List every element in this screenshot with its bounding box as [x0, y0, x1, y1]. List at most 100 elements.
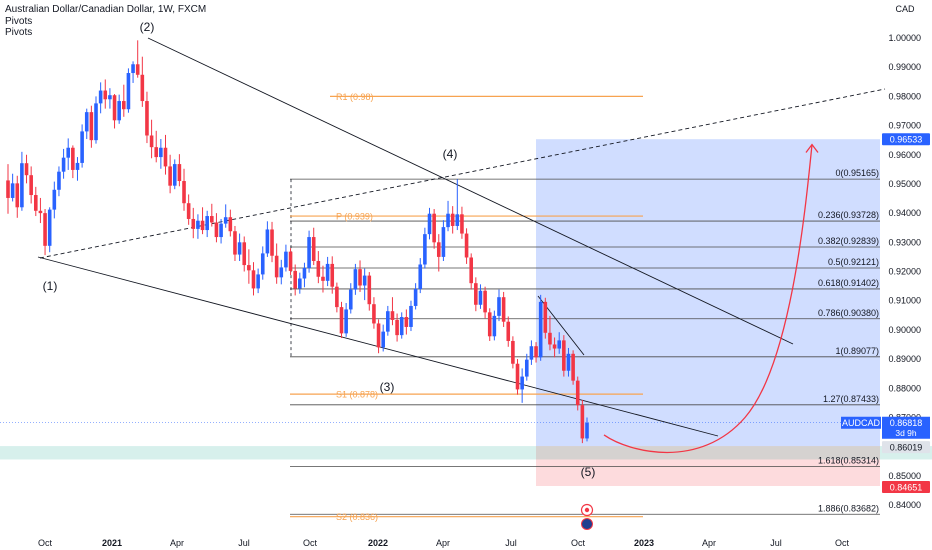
candle-body[interactable] [288, 251, 293, 271]
candle-body[interactable] [348, 289, 353, 310]
candle-body[interactable] [307, 237, 311, 268]
candle-body[interactable] [321, 276, 325, 281]
candle-body[interactable] [450, 213, 455, 226]
candle-body[interactable] [432, 213, 436, 243]
candle-body[interactable] [20, 163, 24, 208]
candle-body[interactable] [103, 90, 108, 100]
candle-body[interactable] [311, 237, 316, 261]
candle-body[interactable] [478, 290, 483, 305]
candle-body[interactable] [566, 353, 571, 371]
candle-body[interactable] [446, 213, 450, 228]
candle-body[interactable] [126, 73, 131, 110]
candle-body[interactable] [529, 346, 534, 360]
candle-body[interactable] [557, 340, 562, 349]
candle-body[interactable] [548, 332, 552, 345]
candle-body[interactable] [233, 231, 237, 255]
candle-body[interactable] [353, 269, 358, 290]
candle-body[interactable] [464, 233, 469, 258]
upper-trendline[interactable] [147, 37, 794, 345]
candle-body[interactable] [71, 147, 75, 170]
candle-body[interactable] [186, 203, 191, 219]
candle-body[interactable] [455, 214, 460, 226]
candle-body[interactable] [497, 297, 501, 316]
candle-body[interactable] [117, 101, 121, 121]
target-zone[interactable] [536, 139, 880, 447]
candle-body[interactable] [571, 353, 575, 381]
candle-body[interactable] [256, 274, 260, 289]
candle-body[interactable] [580, 405, 585, 439]
candle-body[interactable] [29, 175, 33, 196]
candle-body[interactable] [159, 147, 163, 158]
candle-body[interactable] [219, 223, 223, 238]
candle-body[interactable] [214, 222, 219, 238]
candle-body[interactable] [251, 270, 256, 289]
candle-body[interactable] [6, 180, 10, 198]
candle-body[interactable] [404, 317, 409, 327]
candle-body[interactable] [122, 101, 126, 110]
candle-body[interactable] [362, 275, 367, 286]
candle-body[interactable] [163, 147, 168, 167]
candle-body[interactable] [386, 311, 390, 332]
stop-zone[interactable] [536, 446, 880, 486]
candle-body[interactable] [177, 164, 182, 182]
candle-body[interactable] [418, 264, 423, 290]
candle-body[interactable] [381, 331, 385, 348]
candle-body[interactable] [52, 189, 57, 210]
candle-body[interactable] [15, 183, 20, 208]
candle-body[interactable] [293, 270, 297, 289]
candle-body[interactable] [279, 267, 284, 278]
candle-body[interactable] [441, 227, 446, 257]
candle-body[interactable] [469, 257, 473, 284]
candle-body[interactable] [358, 269, 362, 286]
indicator-pivots-2[interactable]: Pivots [5, 27, 33, 38]
candle-body[interactable] [24, 163, 29, 176]
candle-body[interactable] [57, 171, 61, 190]
candle-body[interactable] [265, 229, 270, 254]
candle-body[interactable] [409, 305, 413, 327]
candle-body[interactable] [339, 307, 344, 334]
candle-body[interactable] [575, 380, 580, 406]
candle-body[interactable] [552, 344, 557, 349]
candle-body[interactable] [562, 340, 566, 371]
dashed-channel-line[interactable] [39, 88, 886, 259]
candle-body[interactable] [399, 317, 404, 336]
candle-body[interactable] [196, 220, 200, 229]
candle-body[interactable] [284, 251, 288, 268]
candle-body[interactable] [302, 267, 307, 279]
candle-body[interactable] [395, 319, 399, 336]
symbol-title[interactable]: Australian Dollar/Canadian Dollar, 1W, F… [5, 4, 207, 15]
candle-body[interactable] [149, 135, 154, 148]
candle-body[interactable] [38, 210, 43, 214]
candle-body[interactable] [84, 112, 89, 132]
candle-body[interactable] [10, 183, 15, 198]
candle-body[interactable] [228, 217, 233, 232]
candle-body[interactable] [316, 260, 321, 277]
candle-body[interactable] [260, 253, 265, 275]
candle-body[interactable] [242, 242, 247, 266]
candle-body[interactable] [223, 217, 228, 224]
candle-body[interactable] [154, 147, 159, 158]
candle-body[interactable] [274, 255, 279, 278]
candle-body[interactable] [247, 265, 251, 271]
candle-body[interactable] [372, 304, 376, 324]
candle-body[interactable] [335, 286, 339, 308]
candle-body[interactable] [460, 214, 464, 234]
candle-body[interactable] [487, 312, 492, 337]
candle-body[interactable] [427, 213, 432, 235]
candle-body[interactable] [376, 323, 381, 348]
candle-body[interactable] [89, 112, 94, 141]
candle-body[interactable] [511, 340, 515, 364]
candle-body[interactable] [47, 209, 52, 246]
candle-body[interactable] [423, 234, 427, 265]
candle-body[interactable] [344, 309, 348, 334]
candle-body[interactable] [98, 90, 103, 104]
candle-body[interactable] [538, 301, 543, 358]
candle-body[interactable] [145, 101, 149, 136]
candle-body[interactable] [492, 315, 497, 337]
candle-body[interactable] [112, 95, 117, 121]
candle-body[interactable] [515, 363, 520, 390]
candle-body[interactable] [520, 376, 524, 390]
candle-body[interactable] [325, 263, 330, 281]
candle-body[interactable] [585, 422, 589, 439]
